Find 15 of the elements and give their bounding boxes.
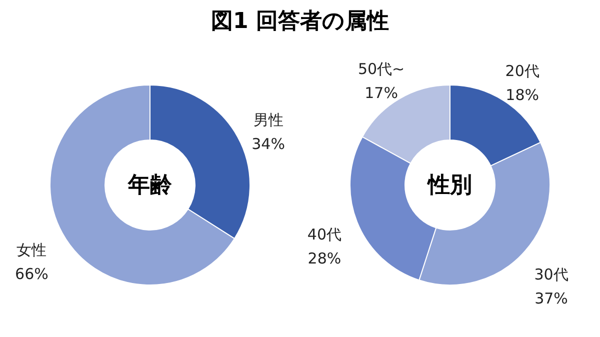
data-label: 18% [506,86,540,104]
text: 性別 [426,173,472,198]
slice-label: 30代 [534,265,568,284]
data-label: 66% [15,265,48,284]
slice-label: 男性 [253,110,284,129]
data-label: 28% [308,250,342,268]
slice-label: 50代~ [358,60,405,78]
slice-label: 女性 [16,241,47,260]
data-label: 37% [534,289,568,308]
slice-label: 20代 [505,62,540,80]
slice-label: 40代 [307,226,342,244]
data-label: 17% [364,84,398,102]
text: 年齢 [127,173,173,198]
data-label: 34% [252,134,285,153]
chart-title: 図1 回答者の属性 [210,8,390,36]
